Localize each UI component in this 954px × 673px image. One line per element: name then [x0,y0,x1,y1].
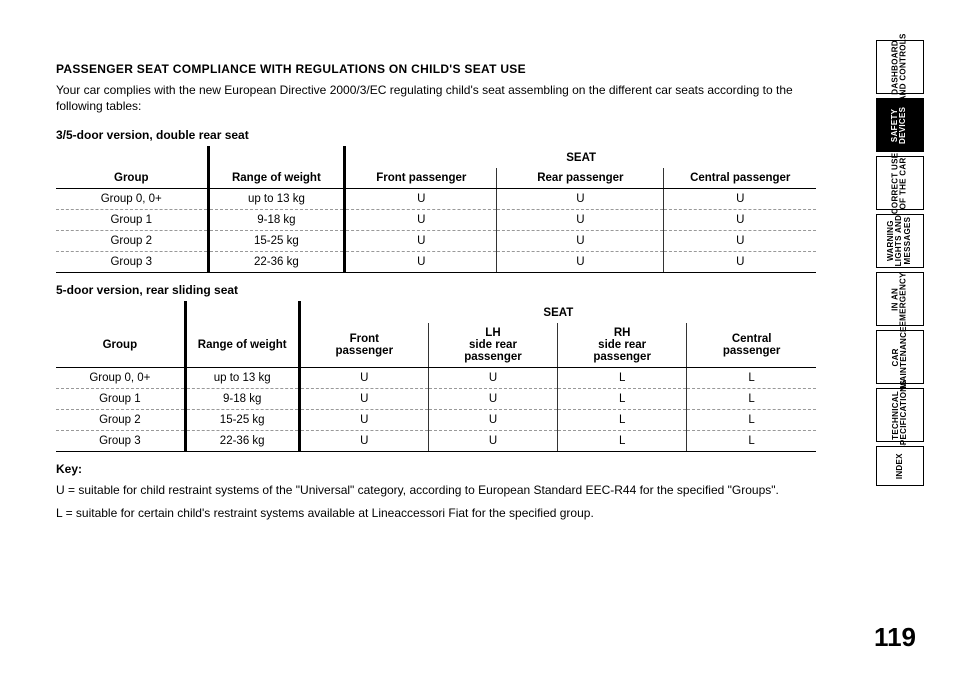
table-cell: U [664,252,816,273]
table-cell: L [687,410,816,431]
table-cell: U [428,410,557,431]
table-cell: Group 3 [56,431,185,452]
seat-header: SEAT [345,146,816,168]
side-tab-label: IN AN EMERGENCY [892,272,909,326]
table-cell: up to 13 kg [185,368,299,389]
table-cell: L [687,431,816,452]
side-tab-label: DASHBOARD AND CONTROLS [892,33,909,101]
side-tabs: DASHBOARD AND CONTROLS SAFETY DEVICES CORR… [876,40,924,486]
table-cell: U [497,252,664,273]
table-cell: 9-18 kg [185,389,299,410]
table-cell: U [497,210,664,231]
column-header: LH side rear passenger [428,323,557,368]
table-cell: U [428,431,557,452]
content-area: PASSENGER SEAT COMPLIANCE WITH REGULATIO… [56,62,816,521]
table-cell: L [558,431,687,452]
side-tab[interactable]: DASHBOARD AND CONTROLS [876,40,924,94]
table-row: Group 322-36 kgUUU [56,252,816,273]
table1: SEAT GroupRange of weightFront passengerR… [56,146,816,273]
table-cell: U [664,210,816,231]
column-header: Central passenger [687,323,816,368]
column-header: Front passenger [299,323,428,368]
table-cell: U [299,431,428,452]
table-cell: 15-25 kg [185,410,299,431]
column-header: Rear passenger [497,168,664,189]
side-tab[interactable]: CORRECT USE OF THE CAR [876,156,924,210]
table-cell: Group 1 [56,210,208,231]
table-row: Group 19-18 kgUUU [56,210,816,231]
table-cell: U [664,231,816,252]
table-row: Group 0, 0+up to 13 kgUULL [56,368,816,389]
table-row: Group 19-18 kgUULL [56,389,816,410]
table-cell: Group 2 [56,231,208,252]
intro-text: Your car complies with the new European … [56,82,816,114]
side-tab[interactable]: INDEX [876,446,924,486]
column-header: Group [56,168,208,189]
table-cell: L [558,410,687,431]
table-cell: L [558,368,687,389]
table-cell: U [497,231,664,252]
table1-subheading: 3/5-door version, double rear seat [56,128,816,142]
table-cell: U [345,252,497,273]
side-tab-label: TECHNICAL SPECIFICATIONS [892,380,909,451]
table2-subheading: 5-door version, rear sliding seat [56,283,816,297]
table-cell: U [299,410,428,431]
key-title: Key: [56,462,816,476]
table-cell: U [299,389,428,410]
table-cell: 9-18 kg [208,210,345,231]
table-cell: Group 3 [56,252,208,273]
table-cell: up to 13 kg [208,189,345,210]
column-header: RH side rear passenger [558,323,687,368]
side-tab[interactable]: SAFETY DEVICES [876,98,924,152]
side-tab-label: INDEX [896,453,904,479]
table-row: Group 322-36 kgUULL [56,431,816,452]
side-tab-label: WARNING LIGHTS AND MESSAGES [887,215,912,267]
column-header: Central passenger [664,168,816,189]
column-header: Range of weight [185,323,299,368]
table-cell: U [428,389,557,410]
table-cell: U [664,189,816,210]
key-line-u: U = suitable for child restraint systems… [56,482,816,498]
seat-header: SEAT [299,301,816,323]
side-tab[interactable]: IN AN EMERGENCY [876,272,924,326]
page: PASSENGER SEAT COMPLIANCE WITH REGULATIO… [56,34,918,653]
table-cell: Group 0, 0+ [56,368,185,389]
column-header: Range of weight [208,168,345,189]
table-cell: U [345,231,497,252]
table2: SEATGroupRange of weightFront passengerL… [56,301,816,452]
table-cell: 15-25 kg [208,231,345,252]
table-cell: Group 0, 0+ [56,189,208,210]
side-tab-label: SAFETY DEVICES [892,106,909,143]
column-header: Front passenger [345,168,497,189]
table-cell: U [497,189,664,210]
side-tab[interactable]: WARNING LIGHTS AND MESSAGES [876,214,924,268]
page-title: PASSENGER SEAT COMPLIANCE WITH REGULATIO… [56,62,816,76]
side-tab[interactable]: CAR MAINTENANCE [876,330,924,384]
table-cell: U [299,368,428,389]
table-cell: 22-36 kg [185,431,299,452]
table-row: Group 215-25 kgUUU [56,231,816,252]
table-cell: L [687,389,816,410]
table-cell: U [428,368,557,389]
page-number: 119 [874,622,916,653]
side-tab[interactable]: TECHNICAL SPECIFICATIONS [876,388,924,442]
table-row: Group 215-25 kgUULL [56,410,816,431]
side-tab-label: CORRECT USE OF THE CAR [892,152,909,214]
table-cell: U [345,210,497,231]
table-cell: L [558,389,687,410]
table-cell: Group 1 [56,389,185,410]
key-line-l: L = suitable for certain child's restrai… [56,505,816,521]
table-row: Group 0, 0+up to 13 kgUUU [56,189,816,210]
table-cell: Group 2 [56,410,185,431]
table-cell: U [345,189,497,210]
column-header: Group [56,323,185,368]
table-cell: L [687,368,816,389]
table-cell: 22-36 kg [208,252,345,273]
